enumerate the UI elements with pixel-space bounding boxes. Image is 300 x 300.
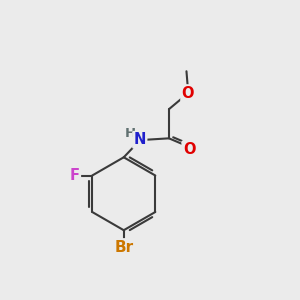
Text: N: N — [134, 132, 146, 147]
Text: F: F — [70, 168, 80, 183]
Text: O: O — [182, 85, 194, 100]
Text: Br: Br — [114, 240, 133, 255]
Text: H: H — [125, 127, 136, 140]
Text: O: O — [183, 142, 195, 157]
